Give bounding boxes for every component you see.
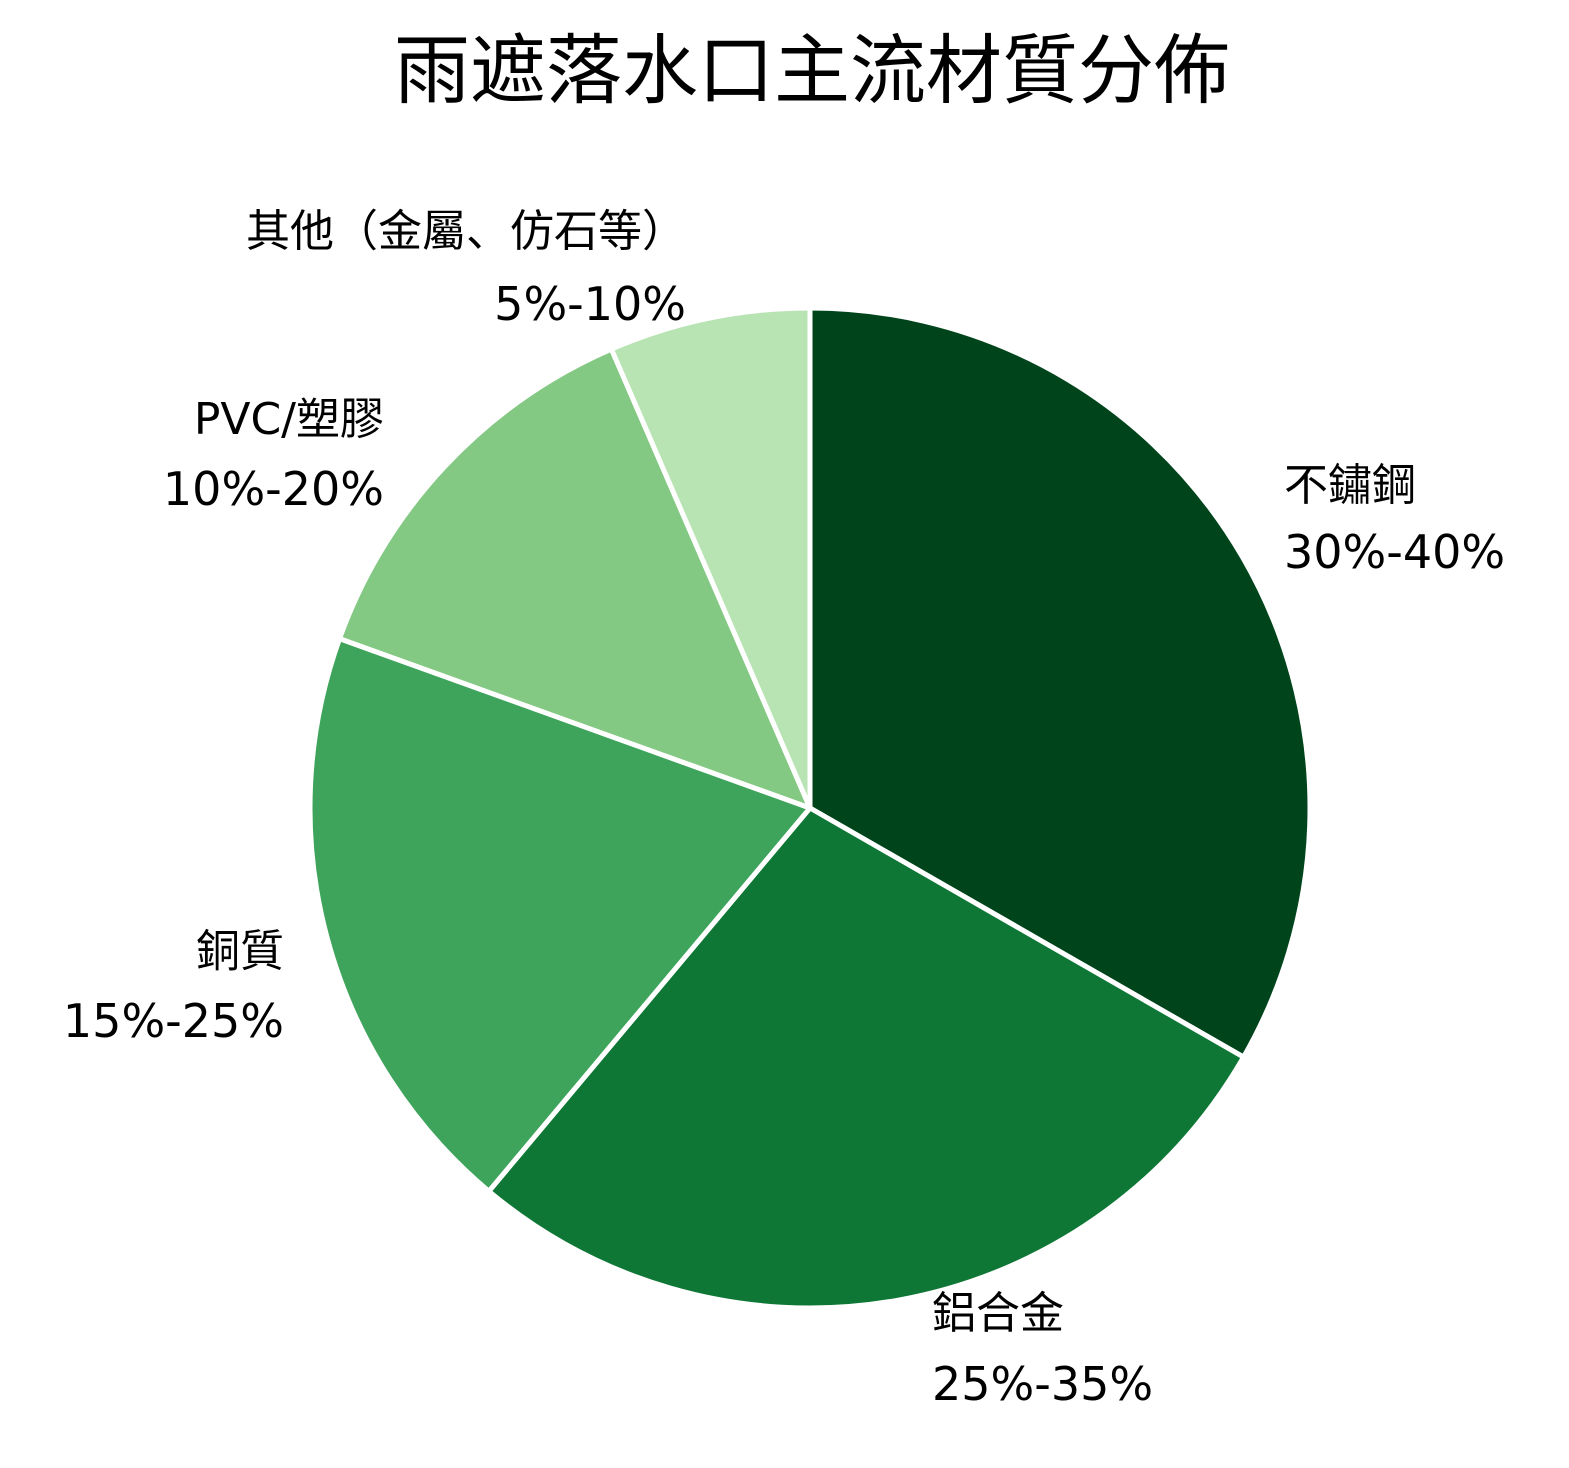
slice-range-label: 15%-25% xyxy=(63,994,284,1048)
chart-title: 雨遮落水口主流材質分佈 xyxy=(394,26,1230,115)
pie-slices xyxy=(307,305,1313,1311)
pie-slice xyxy=(307,636,813,1194)
pie-slice xyxy=(337,346,813,811)
slice-label: 不鏽鋼 xyxy=(1284,460,1416,511)
slice-label: 銅質 xyxy=(196,926,284,977)
slice-range-label: 30%-40% xyxy=(1284,525,1505,579)
slice-label: PVC/塑膠 xyxy=(194,394,384,445)
slice-range-label: 10%-20% xyxy=(163,462,384,516)
slice-range-label: 5%-10% xyxy=(494,277,686,331)
slice-label: 鋁合金 xyxy=(932,1288,1064,1339)
pie-labels: 不鏽鋼 30%-40% 鋁合金 25%-35% 銅質 15%-25% PVC/塑膠 10%-2… xyxy=(63,206,1505,1411)
pie-slice xyxy=(807,305,1313,1060)
slice-label: 其他（金屬、仿石等） xyxy=(246,206,686,257)
pie-slice xyxy=(608,305,813,811)
slice-range-label: 25%-35% xyxy=(932,1357,1153,1411)
pie-slice xyxy=(486,805,1247,1311)
